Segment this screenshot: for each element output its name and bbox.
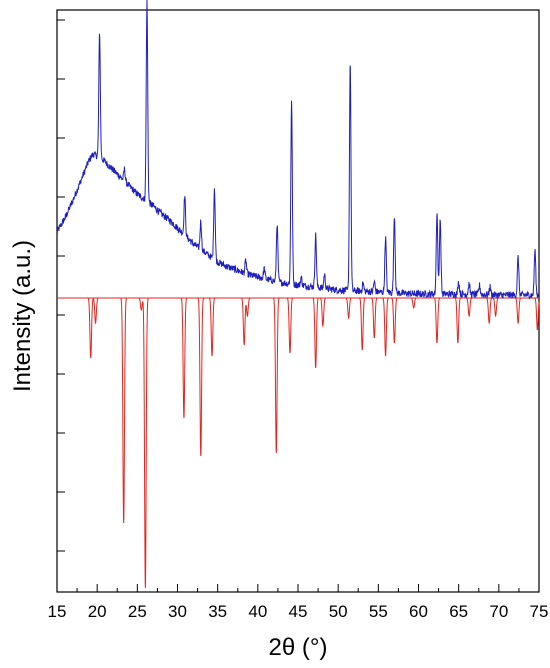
x-tick-label: 75 bbox=[530, 602, 549, 621]
y-axis-ticks bbox=[57, 19, 65, 552]
y-axis-title: Intensity (a.u.) bbox=[9, 240, 36, 392]
x-tick-label: 35 bbox=[208, 602, 227, 621]
x-tick-label: 55 bbox=[369, 602, 388, 621]
x-tick-label: 45 bbox=[289, 602, 308, 621]
measured-pattern-line bbox=[56, 0, 540, 300]
x-tick-label: 20 bbox=[88, 602, 107, 621]
x-tick-label: 50 bbox=[329, 602, 348, 621]
x-axis-ticks: 15 20 25 30 35 40 45 50 55 60 65 70 75 bbox=[48, 584, 549, 621]
x-tick-label: 15 bbox=[48, 602, 67, 621]
x-tick-label: 40 bbox=[248, 602, 267, 621]
plot-frame bbox=[56, 9, 540, 593]
series-layer bbox=[56, 0, 540, 589]
x-tick-label: 30 bbox=[168, 602, 187, 621]
x-tick-label: 25 bbox=[128, 602, 147, 621]
x-tick-label: 60 bbox=[409, 602, 428, 621]
x-tick-label: 65 bbox=[449, 602, 468, 621]
calculated-pattern-line bbox=[57, 297, 540, 589]
x-axis-title: 2θ (°) bbox=[269, 634, 328, 661]
x-tick-label: 70 bbox=[489, 602, 508, 621]
